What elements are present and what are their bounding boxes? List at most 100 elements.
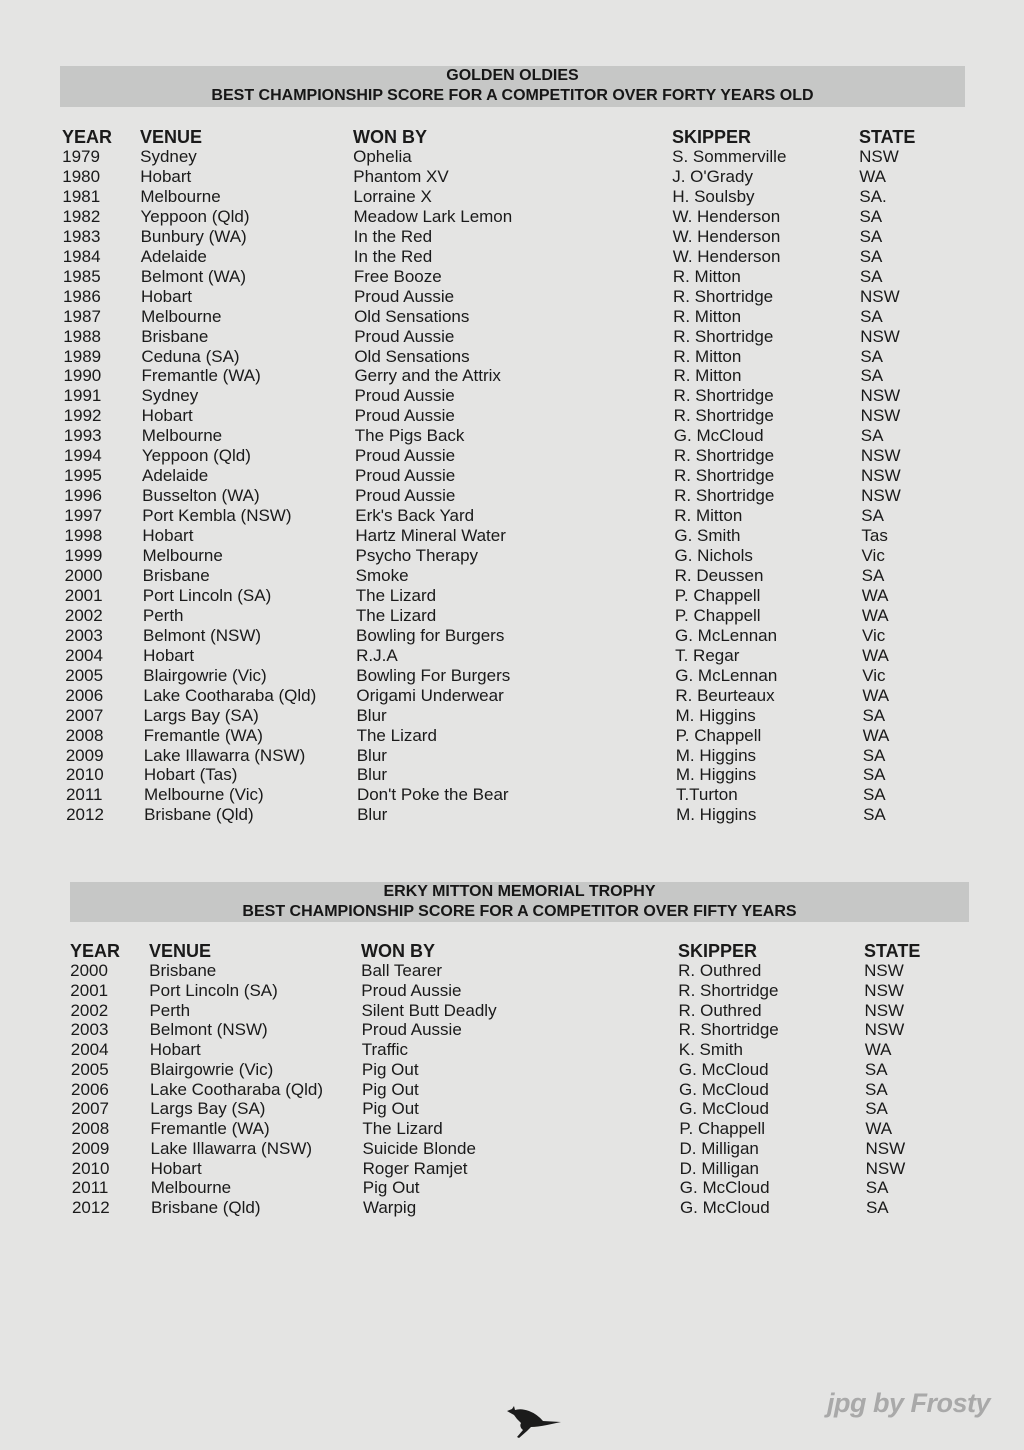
cell-venue: Sydney [140, 147, 197, 166]
cell-won-by: Ophelia [353, 147, 412, 166]
cell-state: SA [861, 506, 884, 526]
cell-state: SA [859, 206, 883, 226]
cell-state: WA [861, 585, 889, 605]
cell-skipper: M. Higgins [676, 805, 757, 825]
cell-skipper: R. Shortridge [678, 980, 779, 1000]
cell-year: 1990 [63, 366, 102, 386]
cell-state: Vic [862, 625, 886, 645]
cell-won-by: Blur [356, 705, 387, 725]
cell-skipper: R. Mitton [674, 506, 743, 526]
cell-state: SA [859, 266, 883, 286]
cell-won-by: The Lizard [355, 605, 437, 625]
cell-state: SA [864, 1059, 888, 1079]
cell-venue: Melbourne (Vic) [143, 785, 264, 805]
cell-year: 2011 [71, 1178, 109, 1198]
cell-skipper: G. McCloud [679, 1099, 769, 1119]
cell-skipper: R. Mitton [672, 266, 741, 286]
cell-won-by: Bowling for Burgers [356, 625, 505, 645]
cell-state: WA [864, 1040, 892, 1059]
cell-state: NSW [860, 326, 900, 346]
cell-won-by: Psycho Therapy [355, 546, 479, 565]
cell-skipper: T. Regar [675, 645, 740, 665]
cell-state: WA [862, 725, 890, 745]
cell-skipper: P. Chappell [679, 1119, 766, 1138]
cell-won-by: The Lizard [355, 585, 437, 605]
cell-skipper: G. Smith [674, 526, 741, 546]
cell-year: 1983 [62, 226, 101, 246]
header-year: YEAR [70, 941, 121, 961]
cell-state: SA [865, 1198, 889, 1217]
cell-state: NSW [861, 466, 901, 486]
cell-skipper: P. Chappell [674, 605, 761, 625]
cell-skipper: G. McCloud [679, 1079, 769, 1099]
watermark: jpg by Frosty [827, 1388, 991, 1418]
cell-won-by: Ball Tearer [361, 961, 443, 980]
cell-won-by: Proud Aussie [354, 326, 455, 346]
cell-won-by: Traffic [361, 1040, 409, 1059]
cell-won-by: Bowling For Burgers [356, 665, 511, 685]
cell-state: SA [865, 1099, 888, 1119]
cell-venue: Hobart [140, 166, 192, 186]
cell-state: Vic [862, 665, 886, 685]
header-won-by: WON BY [361, 941, 435, 961]
cell-year: 1998 [64, 526, 103, 546]
cell-won-by: The Pigs Back [354, 426, 465, 446]
cell-state: NSW [860, 446, 901, 466]
cell-year: 2006 [71, 1079, 109, 1099]
cell-venue: Fremantle (WA) [150, 1119, 270, 1138]
cell-venue: Adelaide [142, 466, 209, 486]
cell-skipper: K. Smith [678, 1040, 743, 1059]
cell-state: NSW [865, 1158, 906, 1178]
cell-year: 1991 [63, 386, 102, 406]
cell-state: SA [860, 366, 884, 386]
cell-won-by: Blur [356, 745, 387, 765]
cell-state: NSW [865, 1138, 906, 1158]
cell-venue: Fremantle (WA) [143, 725, 263, 745]
table1-title: GOLDEN OLDIES [446, 67, 579, 84]
cell-venue: Melbourne [150, 1178, 232, 1198]
kangaroo-icon [507, 1406, 561, 1438]
cell-skipper: D. Milligan [679, 1138, 759, 1158]
cell-year: 2012 [66, 805, 104, 825]
table2-title: ERKY MITTON MEMORIAL TROPHY [383, 883, 656, 900]
cell-won-by: Don't Poke the Bear [356, 785, 509, 805]
cell-venue: Lake Illawarra (NSW) [143, 745, 306, 765]
cell-state: WA [865, 1119, 893, 1138]
cell-won-by: Warpig [362, 1198, 417, 1217]
cell-year: 2000 [70, 961, 108, 980]
cell-year: 2004 [65, 645, 103, 665]
cell-state: Vic [861, 546, 885, 565]
cell-year: 1982 [62, 206, 101, 226]
cell-won-by: Proud Aussie [361, 980, 462, 1000]
cell-venue: Belmont (WA) [140, 266, 246, 286]
table1-title-band: GOLDEN OLDIES BEST CHAMPIONSHIP SCORE FO… [60, 66, 965, 107]
cell-skipper: R. Shortridge [672, 286, 774, 306]
cell-won-by: Origami Underwear [356, 685, 504, 705]
cell-state: NSW [860, 406, 901, 426]
cell-state: NSW [864, 980, 904, 1000]
cell-won-by: Free Booze [353, 266, 442, 286]
cell-year: 2010 [71, 1158, 110, 1178]
cell-year: 2005 [65, 665, 104, 685]
cell-won-by: Pig Out [362, 1099, 419, 1119]
cell-won-by: Proud Aussie [355, 466, 456, 486]
cell-state: NSW [859, 286, 900, 306]
cell-state: SA [862, 705, 886, 725]
cell-venue: Brisbane (Qld) [144, 805, 254, 825]
cell-state: NSW [861, 486, 901, 506]
cell-skipper: R. Mitton [673, 346, 742, 366]
cell-venue: Hobart [149, 1040, 201, 1059]
cell-year: 2002 [64, 605, 103, 625]
cell-won-by: Proud Aussie [354, 446, 456, 466]
cell-year: 1988 [63, 326, 102, 346]
cell-year: 2009 [71, 1138, 110, 1158]
cell-won-by: In the Red [353, 246, 433, 266]
cell-won-by: Erk's Back Yard [355, 506, 475, 526]
cell-state: Tas [861, 526, 888, 546]
cell-skipper: R. Mitton [673, 366, 742, 386]
cell-won-by: Old Sensations [354, 306, 470, 326]
cell-state: SA [859, 246, 883, 266]
cell-year: 2011 [65, 785, 103, 805]
cell-venue: Lake Cootharaba (Qld) [143, 685, 317, 705]
cell-venue: Belmont (NSW) [149, 1020, 268, 1040]
